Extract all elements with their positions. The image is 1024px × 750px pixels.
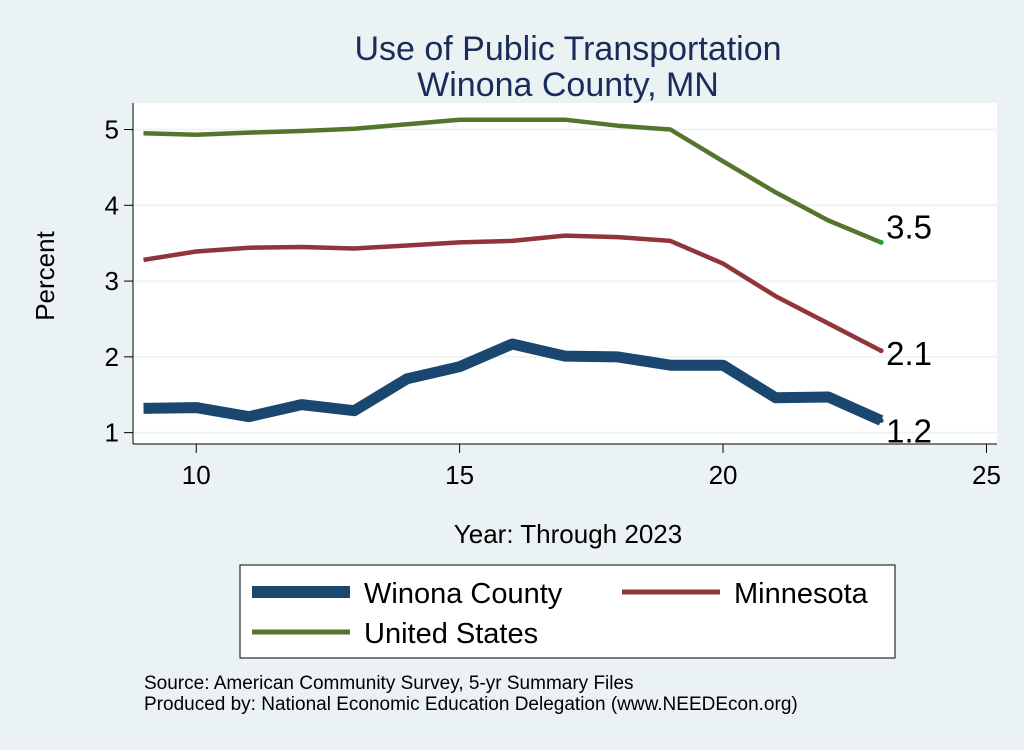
- x-tick-label: 15: [445, 460, 474, 490]
- chart-subtitle: Winona County, MN: [417, 66, 719, 104]
- end-labels: 3.5 2.1 1.2: [878, 208, 932, 450]
- end-label-united-states: 3.5: [886, 208, 932, 245]
- end-point-united-states: [878, 239, 884, 245]
- end-label-minnesota: 2.1: [886, 335, 932, 372]
- series-line-united-states: [143, 117, 882, 245]
- legend-label-minnesota: Minnesota: [734, 578, 869, 610]
- chart-title: Use of Public Transportation: [354, 30, 781, 68]
- y-tick-label: 4: [105, 190, 119, 220]
- plot-area: [133, 103, 997, 444]
- series-line-minnesota: [143, 233, 883, 353]
- y-tick-label: 5: [105, 115, 119, 145]
- axes: 1 2 3 4 5 10 15 20 25: [105, 103, 1001, 490]
- legend-label-winona-county: Winona County: [364, 578, 563, 610]
- y-tick-label: 2: [105, 342, 119, 372]
- x-axis-label: Year: Through 2023: [454, 519, 682, 549]
- x-tick-label: 25: [972, 460, 1001, 490]
- legend: Winona County Minnesota United States: [239, 564, 896, 659]
- end-label-winona-county: 1.2: [886, 413, 932, 450]
- producer-note: Produced by: National Economic Education…: [144, 694, 798, 715]
- series-lines: [143, 117, 884, 426]
- end-point-minnesota: [878, 348, 884, 354]
- legend-box: [239, 564, 896, 659]
- series-line-winona-county: [143, 338, 884, 426]
- x-tick-label: 20: [709, 460, 738, 490]
- end-point-winona-county: [878, 418, 884, 424]
- source-note: Source: American Community Survey, 5-yr …: [144, 673, 634, 694]
- y-tick-label: 1: [105, 418, 119, 448]
- x-tick-label: 10: [182, 460, 211, 490]
- legend-label-united-states: United States: [364, 618, 538, 650]
- y-axis-label: Percent: [30, 230, 60, 320]
- y-tick-label: 3: [105, 266, 119, 296]
